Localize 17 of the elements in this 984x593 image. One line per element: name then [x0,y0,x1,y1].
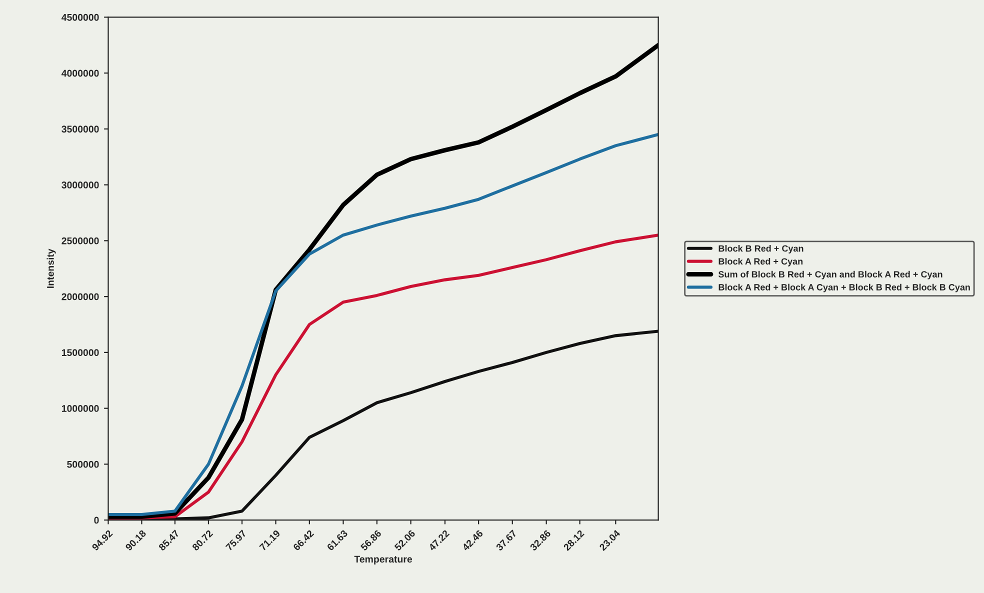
y-tick-label: 1000000 [62,405,99,412]
y-axis-title: Intensity [46,248,56,288]
y-tick-label: 4500000 [62,14,99,21]
x-axis-title: Temperature [354,556,412,565]
legend-label: Block A Red + Block A Cyan + Block B Red + Block B Cyan [718,284,970,292]
y-tick-label: 3500000 [62,126,99,133]
y-tick-label: 2500000 [62,237,99,244]
y-tick-label: 0 [94,516,99,524]
legend-label: Block B Red + Cyan [718,245,804,254]
y-tick-label: 3000000 [62,182,99,188]
y-tick-label: 500000 [67,460,99,468]
y-tick-label: 2000000 [62,293,99,300]
y-tick-label: 4000000 [62,70,99,77]
y-tick-label: 1500000 [62,349,99,356]
line-series [108,133,658,516]
legend-label: Block A Red + Cyan [718,258,803,266]
legend-label: Sum of Block B Red + Cyan and Block A Red + Cyan [718,270,942,280]
